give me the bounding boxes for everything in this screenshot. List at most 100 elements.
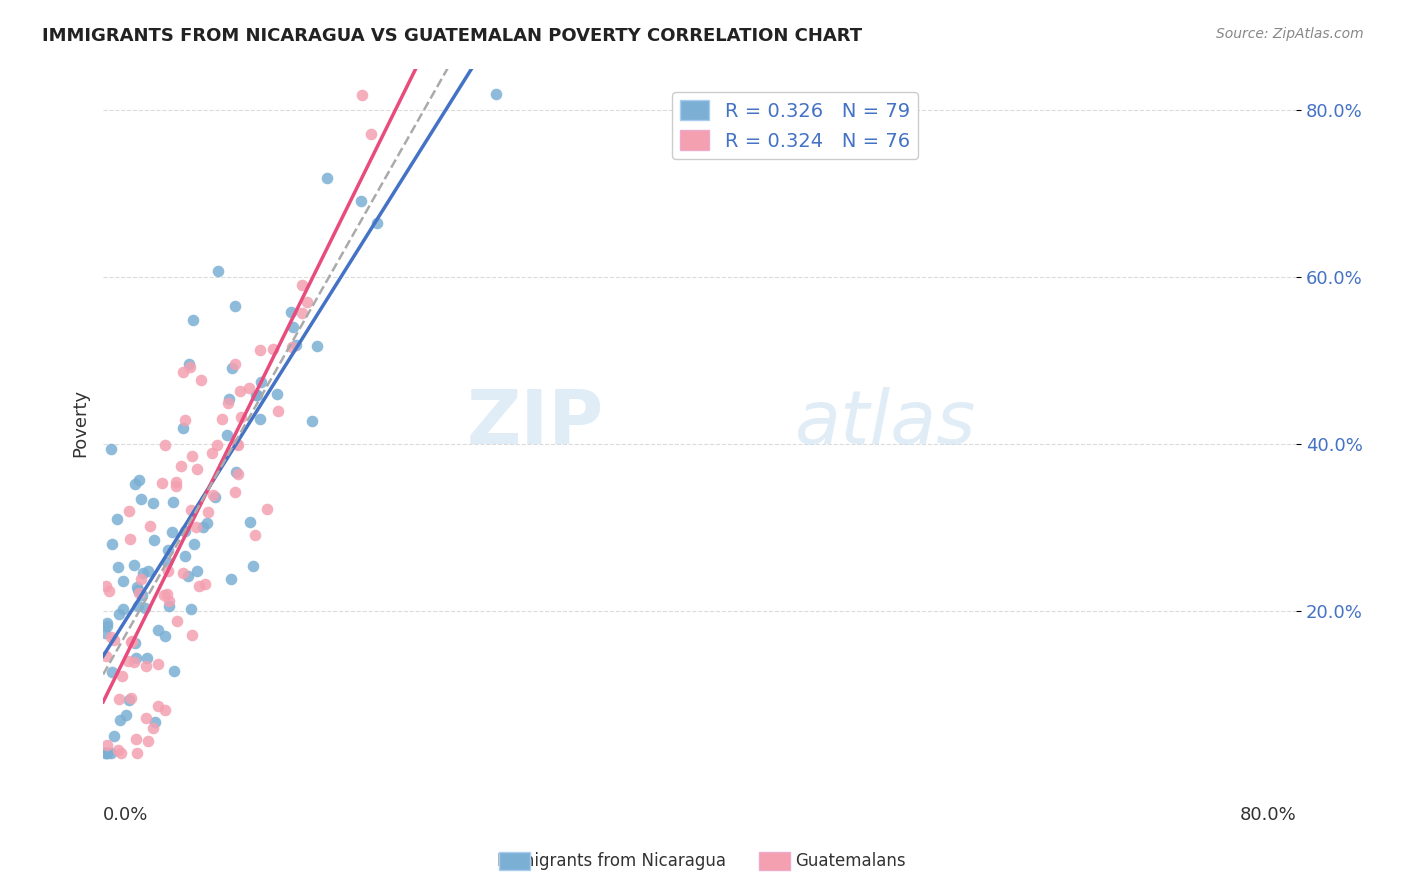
- Point: [111, 602, 134, 616]
- Point: [125, 580, 148, 594]
- Point: [179, 357, 201, 371]
- Point: [129, 572, 152, 586]
- Point: [93, 625, 115, 640]
- Point: [301, 414, 323, 428]
- Point: [156, 564, 179, 578]
- Point: [360, 127, 382, 141]
- Point: [217, 396, 239, 410]
- Point: [281, 320, 304, 334]
- Point: [201, 446, 224, 460]
- Point: [150, 476, 173, 491]
- Point: [134, 600, 156, 615]
- Point: [350, 194, 373, 209]
- Point: [163, 664, 186, 678]
- Point: [295, 295, 318, 310]
- Point: [173, 413, 195, 427]
- Point: [181, 449, 204, 463]
- Point: [226, 467, 249, 481]
- Text: 0.0%: 0.0%: [103, 806, 149, 824]
- Point: [120, 690, 142, 705]
- Point: [197, 506, 219, 520]
- Point: [266, 404, 288, 418]
- Point: [173, 524, 195, 539]
- Point: [110, 746, 132, 760]
- Point: [315, 170, 337, 185]
- Point: [224, 485, 246, 500]
- Point: [170, 458, 193, 473]
- Point: [250, 375, 273, 389]
- Point: [256, 502, 278, 516]
- Point: [238, 516, 260, 530]
- Point: [266, 387, 288, 401]
- Point: [195, 516, 218, 531]
- Point: [174, 549, 197, 564]
- Point: [135, 659, 157, 673]
- Point: [219, 572, 242, 586]
- Point: [153, 588, 176, 602]
- Point: [148, 699, 170, 714]
- Point: [96, 649, 118, 664]
- Point: [107, 742, 129, 756]
- Point: [194, 576, 217, 591]
- Point: [125, 731, 148, 746]
- Point: [162, 495, 184, 509]
- Point: [122, 656, 145, 670]
- Point: [96, 579, 118, 593]
- Point: [118, 532, 141, 546]
- Point: [131, 588, 153, 602]
- Point: [172, 365, 194, 379]
- Text: atlas: atlas: [796, 387, 977, 459]
- Point: [118, 504, 141, 518]
- Point: [262, 342, 284, 356]
- Point: [225, 465, 247, 479]
- Point: [186, 462, 208, 476]
- Point: [156, 587, 179, 601]
- Point: [155, 437, 177, 451]
- Point: [157, 594, 180, 608]
- Point: [118, 693, 141, 707]
- Text: Guatemalans: Guatemalans: [796, 852, 905, 870]
- Point: [107, 559, 129, 574]
- Point: [166, 614, 188, 628]
- Point: [221, 361, 243, 376]
- Point: [307, 339, 329, 353]
- Point: [190, 373, 212, 387]
- Point: [165, 475, 187, 489]
- Point: [108, 692, 131, 706]
- Point: [139, 518, 162, 533]
- Point: [172, 566, 194, 581]
- Point: [229, 410, 252, 425]
- Point: [243, 528, 266, 542]
- Point: [94, 746, 117, 760]
- Point: [121, 634, 143, 648]
- Point: [188, 579, 211, 593]
- Point: [120, 635, 142, 649]
- Point: [284, 338, 307, 352]
- Point: [100, 665, 122, 679]
- Point: [128, 473, 150, 487]
- Point: [181, 628, 204, 642]
- Point: [179, 359, 201, 374]
- Point: [96, 746, 118, 760]
- Point: [136, 565, 159, 579]
- Point: [181, 313, 204, 327]
- Point: [225, 437, 247, 451]
- Point: [111, 668, 134, 682]
- Point: [108, 713, 131, 727]
- Point: [108, 607, 131, 621]
- Point: [105, 512, 128, 526]
- Point: [207, 264, 229, 278]
- Y-axis label: Poverty: Poverty: [72, 389, 89, 458]
- Point: [135, 650, 157, 665]
- Point: [226, 438, 249, 452]
- Point: [156, 556, 179, 570]
- Point: [125, 651, 148, 665]
- Point: [153, 703, 176, 717]
- Point: [245, 388, 267, 402]
- Point: [180, 601, 202, 615]
- Point: [160, 524, 183, 539]
- Point: [127, 582, 149, 597]
- Point: [291, 277, 314, 292]
- Point: [100, 746, 122, 760]
- Point: [224, 299, 246, 313]
